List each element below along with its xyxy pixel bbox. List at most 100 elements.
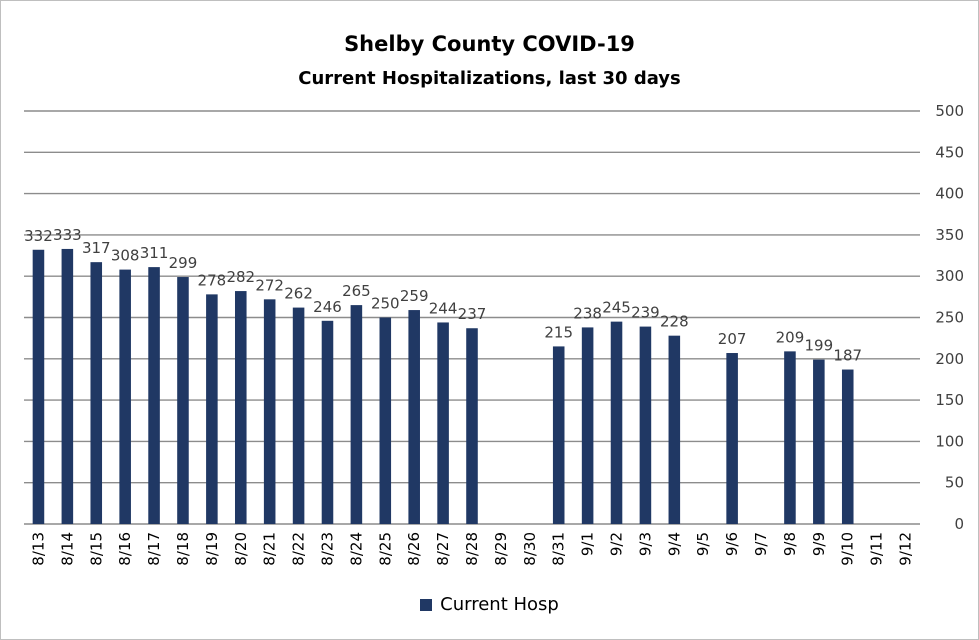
bar [668, 335, 681, 524]
legend: Current Hosp [0, 594, 979, 615]
x-tick-label: 9/12 [897, 532, 915, 566]
chart-title: Shelby County COVID-19 [344, 32, 635, 56]
data-label: 215 [544, 323, 573, 341]
bar [119, 269, 131, 524]
data-label: 311 [140, 244, 169, 262]
bar [379, 317, 392, 524]
x-tick-label: 8/17 [145, 532, 163, 566]
data-label: 265 [342, 282, 371, 300]
bar [813, 359, 825, 524]
y-tick-label: 300 [935, 267, 964, 285]
x-tick-label: 9/7 [752, 532, 770, 556]
x-tick-label: 8/21 [261, 532, 279, 566]
x-tick-label: 8/25 [376, 532, 394, 566]
bars [32, 248, 854, 524]
y-tick-label: 500 [935, 102, 964, 120]
x-tick-label: 9/11 [868, 532, 886, 566]
bar [177, 277, 189, 524]
data-label: 245 [602, 299, 631, 317]
bar [466, 328, 478, 524]
data-label: 250 [371, 295, 400, 313]
y-tick-label: 450 [935, 143, 964, 161]
y-tick-label: 0 [954, 515, 964, 533]
data-label: 333 [53, 226, 82, 244]
x-tick-label: 8/15 [87, 532, 105, 566]
bar [581, 327, 594, 524]
x-tick-label: 8/30 [521, 532, 539, 566]
x-tick-label: 8/28 [463, 532, 481, 566]
chart-subtitle: Current Hospitalizations, last 30 days [298, 68, 681, 89]
bar [61, 248, 74, 524]
bar [90, 262, 103, 524]
bar [234, 291, 247, 524]
bar [32, 249, 45, 524]
legend-label: Current Hosp [440, 594, 559, 615]
x-tick-label: 9/2 [608, 532, 626, 556]
y-tick-label: 150 [935, 391, 964, 409]
data-label: 187 [833, 347, 862, 365]
bar [350, 305, 363, 524]
bar [639, 326, 652, 524]
data-label: 228 [660, 313, 689, 331]
x-tick-label: 9/1 [579, 532, 597, 556]
data-label: 308 [111, 247, 140, 265]
x-tick-label: 8/20 [232, 532, 250, 566]
bar [437, 322, 449, 524]
data-label: 282 [226, 268, 255, 286]
bar [292, 307, 305, 524]
x-tick-label: 8/29 [492, 532, 510, 566]
y-axis-ticks: 0 50 100 150 200 250 300 350 400 450 500 [935, 102, 964, 533]
bar [321, 320, 334, 524]
x-tick-label: 9/10 [839, 532, 857, 566]
bar [408, 310, 420, 524]
data-label: 207 [718, 330, 747, 348]
data-label: 237 [458, 305, 487, 323]
x-axis-ticks: 8/13 8/14 8/15 8/16 8/17 8/18 8/19 8/20 8/21 8/22… [29, 532, 914, 566]
data-label: 209 [776, 328, 805, 346]
y-tick-label: 200 [935, 350, 964, 368]
x-tick-label: 9/6 [723, 532, 741, 556]
bar [263, 299, 276, 524]
bar [610, 321, 623, 524]
data-label: 332 [24, 227, 53, 245]
x-tick-label: 8/31 [550, 532, 568, 566]
data-label: 239 [631, 304, 660, 322]
x-tick-label: 9/3 [636, 532, 654, 556]
data-label: 199 [805, 337, 834, 355]
x-tick-label: 9/8 [781, 532, 799, 556]
data-label: 278 [198, 271, 227, 289]
x-tick-label: 8/27 [434, 532, 452, 566]
bar [148, 267, 160, 524]
x-tick-label: 8/19 [203, 532, 221, 566]
x-tick-label: 8/16 [116, 532, 134, 566]
data-label: 238 [573, 304, 602, 322]
data-label: 246 [313, 298, 342, 316]
data-label: 299 [169, 254, 198, 272]
x-tick-label: 8/24 [347, 532, 365, 566]
bar [841, 369, 854, 524]
x-tick-label: 8/23 [318, 532, 336, 566]
data-label: 262 [284, 285, 313, 303]
x-tick-label: 8/22 [290, 532, 308, 566]
data-label: 244 [429, 299, 458, 317]
y-tick-label: 350 [935, 226, 964, 244]
y-tick-label: 50 [945, 474, 964, 492]
bar [206, 294, 218, 524]
bar [784, 351, 796, 524]
y-tick-label: 100 [935, 432, 964, 450]
bar [552, 346, 565, 524]
data-label: 259 [400, 287, 429, 305]
data-label: 272 [255, 276, 284, 294]
data-label: 317 [82, 239, 111, 257]
legend-swatch [420, 598, 433, 611]
x-tick-label: 8/13 [29, 532, 47, 566]
y-tick-label: 250 [935, 309, 964, 327]
x-tick-label: 8/26 [405, 532, 423, 566]
y-tick-label: 400 [935, 185, 964, 203]
x-tick-label: 9/9 [810, 532, 828, 556]
x-tick-label: 9/4 [665, 532, 683, 556]
bar [726, 353, 738, 524]
